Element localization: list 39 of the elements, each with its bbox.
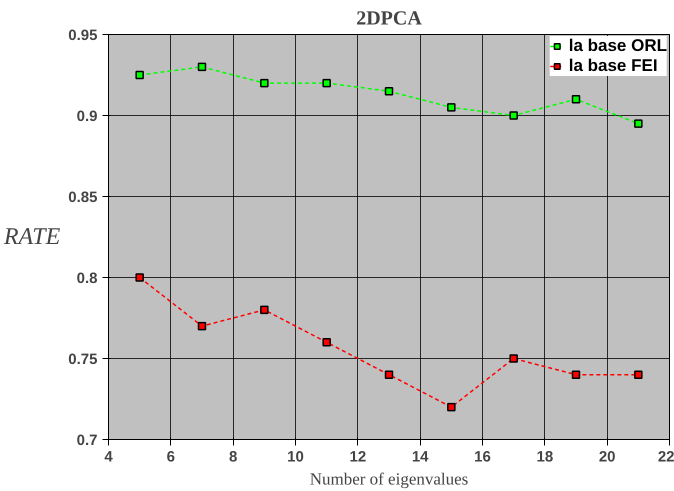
point bbox=[509, 111, 518, 120]
point bbox=[634, 370, 643, 379]
y-tick-label: 0.8 bbox=[76, 270, 98, 287]
x-tick-label: 16 bbox=[474, 448, 491, 466]
y-tick-label: 0.9 bbox=[76, 108, 98, 125]
y-tick-label: 0.75 bbox=[68, 351, 98, 368]
x-tick-label: 18 bbox=[536, 448, 554, 466]
point bbox=[572, 95, 580, 104]
point bbox=[322, 78, 331, 88]
x-tick-label: 20 bbox=[598, 448, 616, 466]
point bbox=[447, 103, 456, 112]
point bbox=[384, 86, 394, 96]
point bbox=[198, 62, 206, 72]
point bbox=[322, 338, 331, 347]
y-tick-label: 0.7 bbox=[76, 432, 98, 449]
point bbox=[572, 370, 580, 379]
x-tick-label: 6 bbox=[166, 448, 176, 466]
x-tick-label: 14 bbox=[412, 448, 430, 466]
point bbox=[135, 70, 144, 80]
point bbox=[260, 306, 269, 314]
x-tick-label: 12 bbox=[349, 448, 366, 466]
point bbox=[509, 354, 518, 363]
point bbox=[447, 402, 456, 412]
legend-label: la base ORL bbox=[568, 36, 667, 56]
point bbox=[135, 273, 144, 282]
y-tick-label: 0.85 bbox=[68, 189, 98, 206]
chart-title: 2DPCA bbox=[356, 8, 422, 30]
x-tick-label: 8 bbox=[228, 448, 238, 466]
point bbox=[384, 370, 394, 379]
point bbox=[260, 78, 269, 88]
x-axis-title: Number of eigenvalues bbox=[310, 470, 468, 488]
point bbox=[634, 119, 643, 128]
x-tick-label: 4 bbox=[104, 448, 114, 466]
point bbox=[198, 322, 206, 330]
legend-label: la base FEI bbox=[568, 56, 658, 76]
y-axis-title: RATE bbox=[2, 224, 61, 250]
y-tick-label: 0.95 bbox=[68, 27, 98, 44]
x-tick-label: 10 bbox=[287, 448, 304, 466]
x-tick-label: 22 bbox=[658, 448, 674, 466]
